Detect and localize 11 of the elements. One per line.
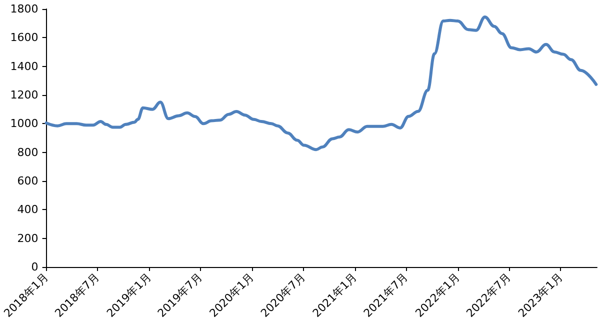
y-tick-label: 1800 xyxy=(10,2,38,16)
y-tick-label: 1200 xyxy=(10,88,38,102)
y-tick-label: 0 xyxy=(31,260,38,274)
y-tick-label: 400 xyxy=(17,203,38,216)
y-tick-label: 800 xyxy=(17,146,38,159)
line-series xyxy=(44,16,598,152)
y-tick-label: 200 xyxy=(17,232,38,245)
y-tick-label: 600 xyxy=(17,174,38,188)
y-tick-label: 1000 xyxy=(10,117,38,130)
y-tick-label: 1600 xyxy=(10,31,38,44)
y-tick-label: 1400 xyxy=(10,60,38,73)
